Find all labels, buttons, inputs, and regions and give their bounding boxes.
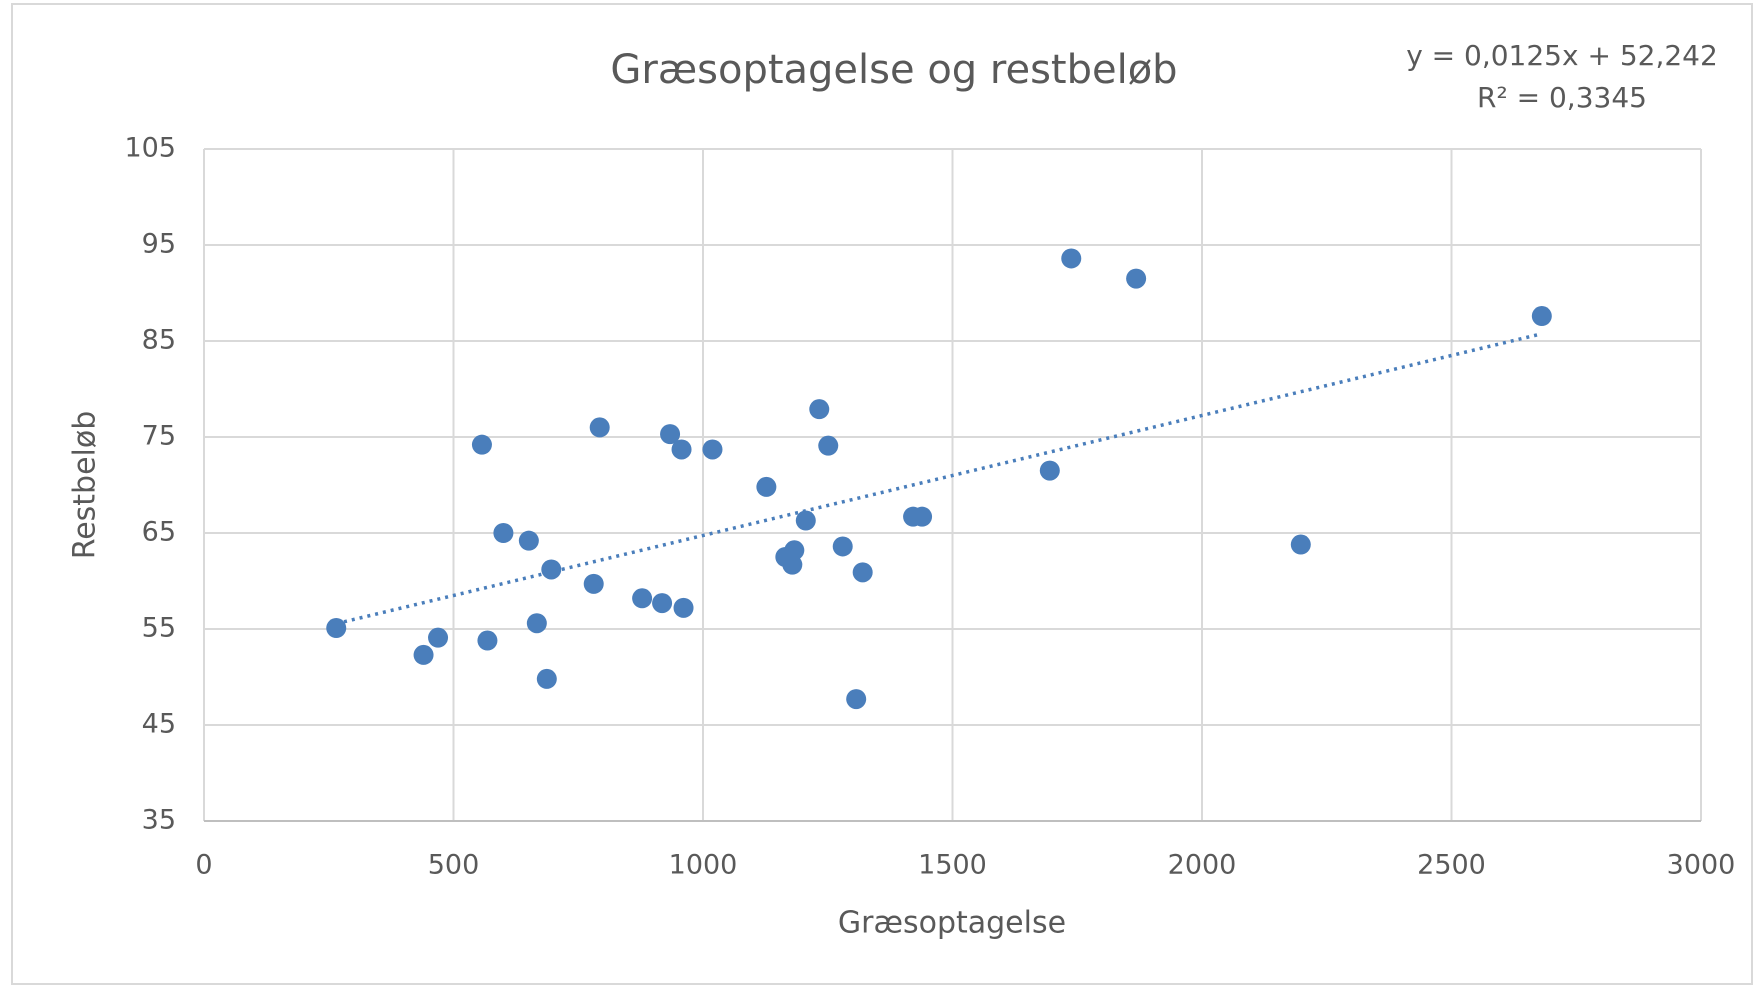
data-point [413, 644, 434, 665]
data-point [652, 593, 673, 614]
data-point [589, 417, 610, 438]
data-point [541, 559, 562, 580]
data-point [471, 434, 492, 455]
data-point [1531, 306, 1552, 327]
x-tick-label: 1500 [918, 850, 987, 881]
y-tick-label: 65 [142, 517, 176, 548]
data-point [518, 530, 539, 551]
x-tick-label: 2500 [1417, 850, 1486, 881]
chart-title: Græsoptagelse og restbeløb [610, 47, 1177, 93]
y-axis-title: Restbeløb [68, 411, 103, 560]
data-point [846, 689, 867, 710]
data-point [477, 630, 498, 651]
data-point [671, 439, 692, 460]
data-point [1039, 460, 1060, 481]
data-point [1061, 248, 1082, 269]
data-point [536, 668, 557, 689]
data-point [912, 506, 933, 527]
data-point [673, 597, 694, 618]
x-tick-label: 500 [428, 850, 480, 881]
trendline [335, 332, 1543, 626]
data-point [428, 627, 449, 648]
y-tick-label: 35 [142, 805, 176, 836]
data-point [493, 523, 514, 543]
x-tick-label: 3000 [1667, 850, 1736, 881]
data-point [818, 435, 839, 456]
data-point [1126, 268, 1147, 289]
x-axis-title: Græsoptagelse [838, 906, 1066, 941]
data-point [583, 573, 604, 594]
r-squared: R² = 0,3345 [1477, 81, 1647, 114]
y-tick-label: 55 [142, 613, 176, 644]
data-point [1290, 534, 1311, 555]
data-point [702, 439, 723, 460]
data-point [852, 562, 873, 583]
y-tick-label: 85 [142, 325, 176, 356]
y-tick-label: 45 [142, 709, 176, 740]
x-tick-label: 0 [195, 850, 212, 881]
data-point [526, 613, 547, 634]
data-point [660, 424, 681, 445]
data-point [832, 536, 853, 557]
x-tick-label: 2000 [1168, 850, 1237, 881]
data-point [809, 399, 830, 420]
data-point [795, 510, 816, 531]
trendline-equation: y = 0,0125x + 52,242 [1406, 39, 1718, 72]
y-tick-label: 105 [124, 133, 176, 164]
y-tick-label: 95 [142, 229, 176, 260]
data-point [326, 618, 347, 639]
data-point [632, 588, 653, 609]
data-point [784, 540, 805, 561]
y-tick-label: 75 [142, 421, 176, 452]
x-tick-label: 1000 [669, 850, 738, 881]
data-point [756, 476, 777, 497]
